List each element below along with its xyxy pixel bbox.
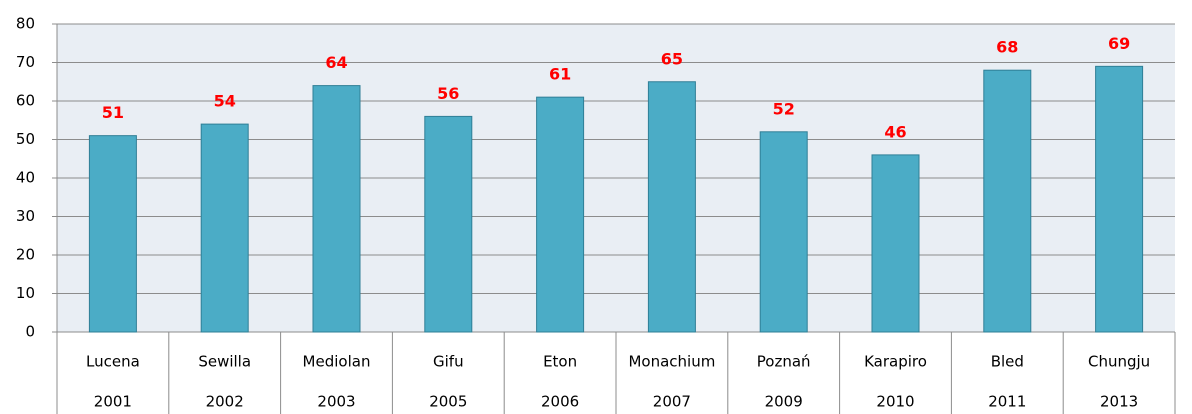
bar bbox=[424, 115, 473, 333]
x-tick-year: 2011 bbox=[988, 393, 1026, 411]
y-tick-label: 30 bbox=[16, 207, 35, 225]
x-tick-year: 2003 bbox=[317, 393, 355, 411]
y-tick-label: 10 bbox=[16, 284, 35, 302]
x-tick-label: Sewilla bbox=[198, 353, 251, 371]
x-tick-label: Monachium bbox=[628, 353, 715, 371]
data-label: 65 bbox=[661, 49, 683, 68]
data-label: 51 bbox=[102, 103, 124, 122]
x-tick-label: Bled bbox=[991, 353, 1024, 371]
x-tick-label: Mediolan bbox=[303, 353, 371, 371]
x-tick-year: 2002 bbox=[206, 393, 244, 411]
y-tick-label: 0 bbox=[25, 323, 35, 341]
data-label: 54 bbox=[214, 92, 236, 111]
y-tick-label: 50 bbox=[16, 130, 35, 148]
x-tick-label: Lucena bbox=[86, 353, 140, 371]
bar bbox=[200, 123, 249, 333]
data-label: 64 bbox=[325, 53, 347, 72]
y-tick-label: 20 bbox=[16, 246, 35, 264]
data-label: 61 bbox=[549, 65, 571, 84]
data-label: 52 bbox=[773, 99, 795, 118]
bar bbox=[871, 154, 920, 333]
y-tick-label: 40 bbox=[16, 169, 35, 187]
x-tick-label: Eton bbox=[543, 353, 577, 371]
bar bbox=[1095, 65, 1144, 333]
x-tick-year: 2005 bbox=[429, 393, 467, 411]
y-tick-label: 80 bbox=[16, 15, 35, 33]
x-tick-year: 2006 bbox=[541, 393, 579, 411]
x-tick-label: Chungju bbox=[1088, 353, 1150, 371]
data-label: 68 bbox=[996, 38, 1018, 57]
bar bbox=[536, 96, 585, 333]
x-tick-year: 2007 bbox=[653, 393, 691, 411]
data-label: 56 bbox=[437, 84, 459, 103]
bar bbox=[759, 131, 808, 333]
x-tick-year: 2010 bbox=[876, 393, 914, 411]
y-tick-label: 70 bbox=[16, 53, 35, 71]
x-tick-label: Karapiro bbox=[864, 353, 927, 371]
bar bbox=[647, 81, 696, 333]
x-tick-label: Gifu bbox=[433, 353, 464, 371]
bar bbox=[312, 85, 361, 333]
x-tick-year: 2001 bbox=[94, 393, 132, 411]
bar bbox=[983, 69, 1032, 333]
bar bbox=[88, 135, 137, 333]
x-tick-year: 2013 bbox=[1100, 393, 1138, 411]
x-tick-label: Poznań bbox=[757, 353, 811, 371]
data-label: 69 bbox=[1108, 34, 1130, 53]
data-label: 46 bbox=[884, 122, 906, 141]
x-tick-year: 2009 bbox=[765, 393, 803, 411]
y-tick-label: 60 bbox=[16, 92, 35, 110]
